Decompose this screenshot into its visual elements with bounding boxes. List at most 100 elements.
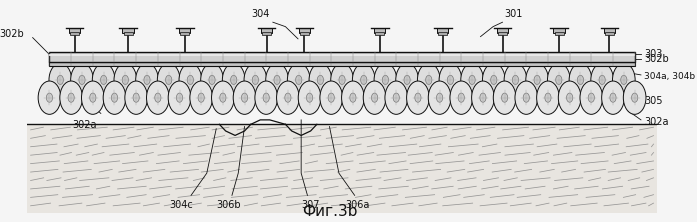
Text: 302b: 302b	[644, 54, 669, 64]
Ellipse shape	[350, 93, 356, 102]
Ellipse shape	[363, 81, 386, 114]
Ellipse shape	[472, 81, 494, 114]
Ellipse shape	[515, 81, 537, 114]
Ellipse shape	[38, 81, 61, 114]
Ellipse shape	[450, 81, 473, 114]
Ellipse shape	[502, 93, 507, 102]
Text: 303: 303	[644, 49, 662, 59]
Ellipse shape	[133, 93, 139, 102]
Ellipse shape	[396, 63, 418, 97]
Bar	[604, 28, 615, 33]
Ellipse shape	[146, 81, 169, 114]
Ellipse shape	[580, 81, 603, 114]
Bar	[374, 28, 385, 33]
Ellipse shape	[577, 75, 583, 85]
Ellipse shape	[504, 63, 527, 97]
Ellipse shape	[426, 75, 432, 85]
Ellipse shape	[309, 63, 332, 97]
Ellipse shape	[307, 93, 313, 102]
Ellipse shape	[360, 75, 367, 85]
Ellipse shape	[599, 75, 605, 85]
Ellipse shape	[393, 93, 399, 102]
Ellipse shape	[621, 75, 627, 85]
Ellipse shape	[244, 63, 267, 97]
Ellipse shape	[122, 75, 128, 85]
Bar	[497, 28, 508, 33]
Ellipse shape	[328, 93, 335, 102]
Ellipse shape	[79, 75, 85, 85]
Bar	[605, 32, 614, 35]
Ellipse shape	[588, 93, 595, 102]
Ellipse shape	[60, 81, 82, 114]
Bar	[49, 52, 635, 62]
Ellipse shape	[458, 93, 464, 102]
Ellipse shape	[482, 63, 505, 97]
Text: 302a: 302a	[644, 117, 668, 127]
Ellipse shape	[263, 93, 269, 102]
Ellipse shape	[168, 81, 191, 114]
Ellipse shape	[317, 75, 323, 85]
Bar	[179, 28, 190, 33]
Ellipse shape	[339, 75, 345, 85]
Ellipse shape	[158, 63, 180, 97]
Ellipse shape	[480, 93, 486, 102]
Ellipse shape	[602, 81, 625, 114]
Ellipse shape	[623, 81, 646, 114]
Ellipse shape	[201, 63, 223, 97]
Ellipse shape	[331, 63, 353, 97]
Ellipse shape	[591, 63, 613, 97]
Ellipse shape	[209, 75, 215, 85]
Bar	[69, 28, 80, 33]
Ellipse shape	[353, 63, 375, 97]
Ellipse shape	[558, 81, 581, 114]
Bar	[300, 32, 309, 35]
Ellipse shape	[493, 81, 516, 114]
Ellipse shape	[144, 75, 150, 85]
Ellipse shape	[231, 75, 237, 85]
Ellipse shape	[537, 81, 559, 114]
Ellipse shape	[374, 63, 397, 97]
Ellipse shape	[112, 93, 118, 102]
Bar	[437, 28, 448, 33]
Bar	[553, 28, 565, 33]
Bar	[438, 32, 447, 35]
Ellipse shape	[342, 81, 365, 114]
Ellipse shape	[179, 63, 201, 97]
Ellipse shape	[415, 93, 421, 102]
Ellipse shape	[285, 93, 291, 102]
Text: 307: 307	[301, 200, 320, 210]
Ellipse shape	[90, 93, 96, 102]
Ellipse shape	[241, 93, 247, 102]
Ellipse shape	[547, 63, 570, 97]
Ellipse shape	[277, 81, 299, 114]
Bar	[498, 32, 507, 35]
Ellipse shape	[125, 81, 148, 114]
Ellipse shape	[512, 75, 519, 85]
Ellipse shape	[610, 93, 616, 102]
Ellipse shape	[198, 93, 204, 102]
Ellipse shape	[222, 63, 245, 97]
Ellipse shape	[49, 63, 72, 97]
Bar	[49, 62, 635, 66]
Bar	[70, 32, 79, 35]
Text: 306a: 306a	[346, 200, 370, 210]
Ellipse shape	[439, 63, 461, 97]
Ellipse shape	[526, 63, 549, 97]
Ellipse shape	[320, 81, 342, 114]
Ellipse shape	[534, 75, 540, 85]
Bar	[123, 28, 134, 33]
Ellipse shape	[372, 93, 378, 102]
Text: Фиг.3b: Фиг.3b	[302, 204, 358, 219]
Text: 302a: 302a	[72, 120, 96, 130]
Ellipse shape	[220, 93, 226, 102]
Ellipse shape	[176, 93, 183, 102]
Ellipse shape	[418, 63, 440, 97]
Ellipse shape	[447, 75, 454, 85]
Ellipse shape	[385, 81, 408, 114]
Ellipse shape	[103, 81, 126, 114]
Text: 302b: 302b	[0, 29, 24, 40]
Ellipse shape	[613, 63, 635, 97]
Ellipse shape	[406, 81, 429, 114]
Ellipse shape	[233, 81, 256, 114]
Ellipse shape	[436, 93, 443, 102]
